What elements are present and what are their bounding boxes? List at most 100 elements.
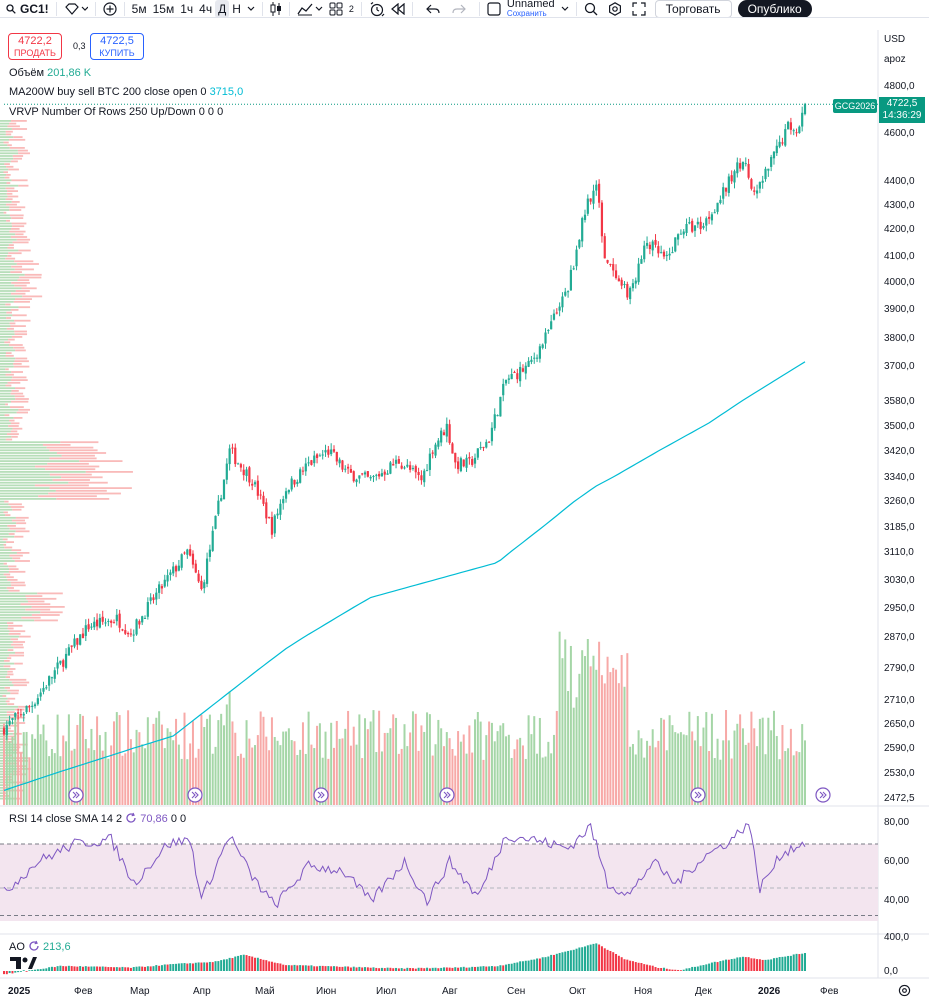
undo-button[interactable] xyxy=(423,0,443,17)
tradingview-logo[interactable] xyxy=(9,955,37,974)
scale-settings-button[interactable] xyxy=(898,984,911,1000)
event-marker[interactable] xyxy=(187,787,203,803)
candle-body xyxy=(660,252,663,254)
volume-bar xyxy=(53,753,56,805)
interval-day[interactable]: Д xyxy=(215,0,230,17)
ao-legend[interactable]: AO 213,6 xyxy=(9,940,71,953)
ao-bar xyxy=(679,970,682,971)
ao-bar xyxy=(347,966,350,971)
candle-body xyxy=(795,132,798,134)
grid-icon xyxy=(329,2,343,15)
volume-bar xyxy=(544,756,547,805)
interval-1h[interactable]: 1ч xyxy=(180,1,194,16)
ao-bar xyxy=(313,966,316,971)
vrvp-row-up xyxy=(0,616,22,619)
ao-bar xyxy=(795,953,798,971)
gear-icon xyxy=(608,1,621,16)
chart-type-button[interactable] xyxy=(267,0,285,17)
redo-button[interactable] xyxy=(449,0,469,17)
ma-legend[interactable]: MA200W buy sell BTC 200 close open 0 371… xyxy=(9,86,243,98)
quick-search-button[interactable] xyxy=(581,0,601,17)
volume-legend[interactable]: Объём 201,86 K xyxy=(9,67,91,79)
vrvp-row-down xyxy=(7,689,19,692)
alert-button[interactable] xyxy=(366,0,388,17)
settings-button[interactable] xyxy=(605,0,625,17)
templates-button[interactable] xyxy=(326,0,346,17)
price-tick-label: 2950,0 xyxy=(884,603,915,614)
event-marker[interactable] xyxy=(68,787,84,803)
indicators-button[interactable] xyxy=(294,0,326,17)
event-marker[interactable] xyxy=(439,787,455,803)
ao-bar xyxy=(138,966,141,971)
candle-body xyxy=(524,365,527,374)
trade-button[interactable]: Торговать xyxy=(654,0,732,17)
ao-bar xyxy=(552,954,555,971)
layout-save-checkbox[interactable] xyxy=(484,0,504,17)
vrvp-row-up xyxy=(0,670,8,673)
buy-button[interactable]: 4722,5 КУПИТЬ xyxy=(90,33,144,60)
candle-body xyxy=(465,457,468,468)
ao-bar xyxy=(789,955,792,971)
scale-mode[interactable]: apoz xyxy=(884,54,906,65)
rsi-legend[interactable]: RSI 14 close SMA 14 2 70,86 0 0 xyxy=(9,812,186,825)
volume-bar xyxy=(296,755,299,805)
redo-icon xyxy=(452,4,466,13)
replay-button[interactable] xyxy=(388,0,408,17)
layout-menu[interactable] xyxy=(558,0,572,17)
volume-bar xyxy=(620,654,623,805)
price-tick-label: 3500,0 xyxy=(884,421,915,432)
volume-bar xyxy=(39,734,42,805)
ao-bar xyxy=(702,965,705,971)
interval-5m[interactable]: 5м xyxy=(131,1,147,16)
vrvp-legend[interactable]: VRVP Number Of Rows 250 Up/Down 0 0 0 xyxy=(9,106,223,118)
ao-bar xyxy=(239,955,242,971)
vrvp-row-down xyxy=(6,714,17,716)
compare-symbol-button[interactable] xyxy=(100,0,120,17)
interval-week[interactable]: Н xyxy=(232,1,241,16)
vrvp-row-up xyxy=(0,495,39,498)
fullscreen-button[interactable] xyxy=(629,0,649,17)
vrvp-row-down xyxy=(6,192,13,195)
save-link[interactable]: Сохранить xyxy=(506,8,547,18)
candle-body xyxy=(112,622,116,624)
vrvp-row-down xyxy=(12,641,26,643)
publish-button[interactable]: Опублико xyxy=(737,0,812,17)
vrvp-row-up xyxy=(0,568,10,570)
candle-body xyxy=(301,470,305,472)
symbol-type-dropdown[interactable] xyxy=(61,0,91,17)
interval-dropdown[interactable] xyxy=(244,0,258,17)
vrvp-row-down xyxy=(25,608,51,611)
ao-bar xyxy=(660,968,663,971)
volume-bar xyxy=(719,759,722,805)
volume-bar xyxy=(135,729,138,805)
interval-4h[interactable]: 4ч xyxy=(199,1,213,16)
volume-bar xyxy=(220,713,223,805)
layouts-count[interactable]: 2 xyxy=(348,3,354,14)
candle-body xyxy=(575,249,578,267)
symbol-search[interactable]: GC1! xyxy=(0,0,52,17)
candle-body xyxy=(33,704,37,707)
vrvp-row-down xyxy=(68,481,108,484)
vrvp-row-up xyxy=(0,511,4,514)
volume-bar xyxy=(273,737,276,805)
volume-bar xyxy=(372,710,375,805)
candle-body xyxy=(62,660,65,667)
vrvp-row-down xyxy=(8,425,19,427)
ao-bar xyxy=(8,971,11,974)
sell-button[interactable]: 4722,2 ПРОДАТЬ xyxy=(8,33,62,60)
event-marker[interactable] xyxy=(815,787,831,803)
interval-15m[interactable]: 15м xyxy=(152,1,175,16)
ao-bar xyxy=(56,966,59,971)
layout-name[interactable]: Unnamed Сохранить xyxy=(504,0,558,18)
vrvp-row-down xyxy=(5,133,12,136)
event-marker[interactable] xyxy=(313,787,329,803)
currency-selector[interactable]: USD xyxy=(884,34,906,45)
vrvp-row-down xyxy=(6,727,11,730)
event-marker[interactable] xyxy=(690,787,706,803)
volume-bar xyxy=(792,755,795,805)
vrvp-row-down xyxy=(61,454,95,457)
vrvp-row-up xyxy=(0,260,15,263)
vrvp-row-up xyxy=(0,336,12,338)
fast-forward-icon xyxy=(191,791,199,799)
